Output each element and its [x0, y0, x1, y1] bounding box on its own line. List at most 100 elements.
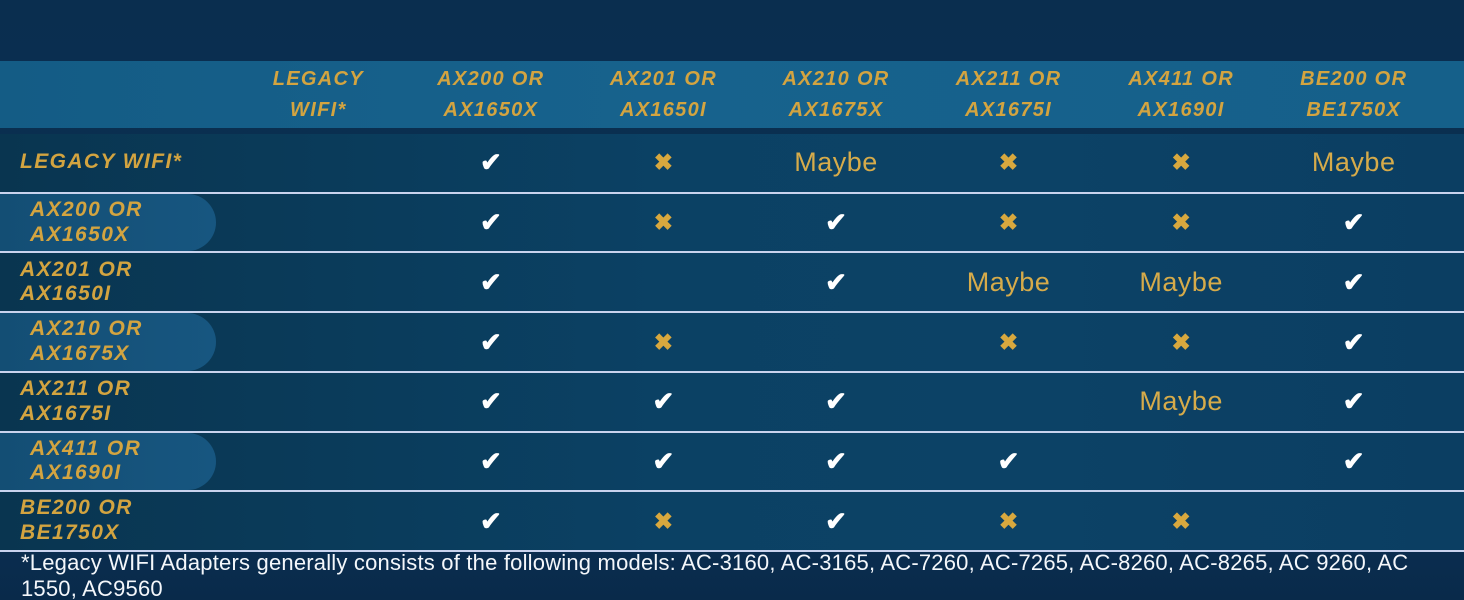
x-icon: ✖: [998, 328, 1019, 355]
column-header-6: AX411 OR AX1690I: [1128, 67, 1234, 121]
cell-incompatible: ✖: [922, 508, 1095, 535]
maybe-label: Maybe: [1139, 266, 1223, 297]
x-icon: ✖: [1171, 149, 1191, 176]
cell-compatible: ✔: [405, 506, 578, 537]
check-icon: ✔: [825, 386, 847, 417]
cell-compatible: ✔: [922, 446, 1095, 477]
column-header-2: AX200 OR AX1650X: [437, 67, 545, 121]
cell-maybe: Maybe: [1267, 147, 1440, 178]
cell-maybe: Maybe: [922, 267, 1095, 298]
column-header-7: BE200 OR BE1750X: [1300, 67, 1408, 121]
maybe-label: Maybe: [794, 147, 878, 178]
footnote-text: *Legacy WIFI Adapters generally consists…: [21, 550, 1409, 600]
check-icon: ✔: [1342, 386, 1365, 417]
cell-compatible: ✔: [1267, 207, 1440, 238]
maybe-label: Maybe: [1139, 386, 1223, 417]
row-label-pill: [0, 313, 216, 371]
check-icon: ✔: [1342, 266, 1365, 297]
cell-compatible: ✔: [1267, 446, 1440, 477]
x-icon: ✖: [653, 149, 674, 176]
row-label-pill: [0, 193, 216, 252]
row-label: AX211 OR AX1675I: [20, 376, 132, 425]
row-label: AX210 OR AX1675X: [30, 317, 143, 366]
table-row: AX210 OR AX1675X ✔ ✖ ✖ ✖ ✔: [0, 313, 1464, 373]
footnote-band: *Legacy WIFI Adapters generally consists…: [0, 550, 1464, 600]
cell-compatible: ✔: [750, 386, 923, 417]
table-row: BE200 OR BE1750X ✔ ✖ ✔ ✖ ✖: [0, 492, 1464, 553]
check-icon: ✔: [825, 445, 847, 476]
cell-compatible: ✔: [1267, 327, 1440, 358]
check-icon: ✔: [825, 505, 847, 536]
column-header-5: AX211 OR AX1675I: [955, 67, 1062, 121]
row-label: AX411 OR AX1690I: [30, 436, 142, 485]
x-icon: ✖: [1171, 507, 1191, 534]
row-label: AX201 OR AX1650I: [20, 257, 133, 306]
cell-compatible: ✔: [577, 386, 750, 417]
table-row: AX200 OR AX1650X ✔ ✖ ✔ ✖ ✖ ✔: [0, 193, 1464, 254]
check-icon: ✔: [479, 326, 502, 357]
x-icon: ✖: [1171, 209, 1191, 236]
cell-compatible: ✔: [750, 506, 923, 537]
check-icon: ✔: [479, 505, 502, 536]
cell-incompatible: ✖: [577, 329, 750, 356]
cell-compatible: ✔: [750, 267, 923, 298]
cell-maybe: Maybe: [750, 147, 923, 178]
x-icon: ✖: [998, 507, 1019, 534]
check-icon: ✔: [479, 207, 502, 238]
x-icon: ✖: [998, 209, 1019, 236]
cell-compatible: ✔: [750, 207, 923, 238]
table-body: LEGACY WIFI* ✔ ✖ Maybe ✖ ✖ Maybe AX200 OR AX1650…: [0, 134, 1464, 553]
x-icon: ✖: [653, 328, 674, 355]
x-icon: ✖: [998, 149, 1019, 176]
cell-incompatible: ✖: [577, 508, 750, 535]
cell-compatible: ✔: [1267, 267, 1440, 298]
check-icon: ✔: [479, 445, 502, 476]
cell-compatible: ✔: [750, 446, 923, 477]
check-icon: ✔: [652, 445, 675, 476]
cell-incompatible: ✖: [922, 149, 1095, 176]
row-label: LEGACY WIFI*: [20, 150, 183, 174]
table-header-row: LEGACY WIFI* AX200 OR AX1650X AX201 OR AX1650…: [0, 61, 1464, 128]
cell-compatible: ✔: [405, 207, 578, 238]
maybe-label: Maybe: [966, 266, 1051, 297]
check-icon: ✔: [479, 147, 502, 178]
row-label-pill: [0, 432, 216, 491]
check-icon: ✔: [1342, 326, 1365, 357]
check-icon: ✔: [1342, 207, 1365, 238]
cell-incompatible: ✖: [1095, 329, 1268, 356]
cell-compatible: ✔: [405, 446, 578, 477]
x-icon: ✖: [1171, 328, 1191, 355]
check-icon: ✔: [479, 386, 502, 417]
cell-compatible: ✔: [405, 327, 578, 358]
check-icon: ✔: [479, 266, 502, 297]
table-row: LEGACY WIFI* ✔ ✖ Maybe ✖ ✖ Maybe: [0, 134, 1464, 194]
check-icon: ✔: [825, 266, 847, 297]
table-row: AX201 OR AX1650I ✔ ✔ Maybe Maybe ✔: [0, 253, 1464, 314]
check-icon: ✔: [1342, 445, 1365, 476]
check-icon: ✔: [997, 445, 1020, 476]
column-header-3: AX201 OR AX1650I: [609, 67, 717, 121]
cell-incompatible: ✖: [577, 149, 750, 176]
row-label: BE200 OR BE1750X: [20, 496, 133, 545]
x-icon: ✖: [653, 209, 674, 236]
cell-compatible: ✔: [577, 446, 750, 477]
column-header-4: AX210 OR AX1675X: [782, 67, 890, 121]
cell-maybe: Maybe: [1095, 267, 1268, 298]
cell-compatible: ✔: [405, 386, 578, 417]
column-header-1: LEGACY WIFI*: [272, 67, 364, 121]
row-label: AX200 OR AX1650X: [30, 197, 143, 246]
cell-compatible: ✔: [1267, 386, 1440, 417]
cell-incompatible: ✖: [1095, 209, 1268, 236]
cell-incompatible: ✖: [922, 209, 1095, 236]
cell-incompatible: ✖: [1095, 508, 1268, 535]
check-icon: ✔: [825, 207, 847, 238]
cell-compatible: ✔: [405, 147, 578, 178]
check-icon: ✔: [652, 386, 675, 417]
cell-incompatible: ✖: [1095, 149, 1268, 176]
cell-incompatible: ✖: [577, 209, 750, 236]
cell-compatible: ✔: [405, 267, 578, 298]
table-row: AX411 OR AX1690I ✔ ✔ ✔ ✔ ✔: [0, 432, 1464, 493]
cell-maybe: Maybe: [1095, 386, 1268, 417]
x-icon: ✖: [653, 507, 674, 534]
